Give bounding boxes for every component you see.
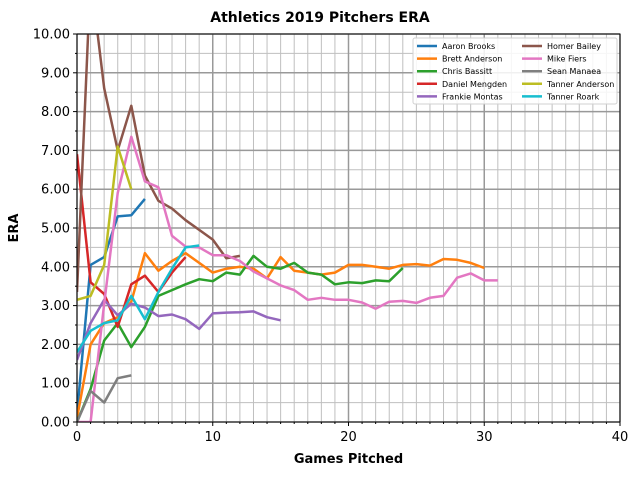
y-tick-label: 1.00 — [41, 377, 70, 392]
x-tick-label: 30 — [476, 430, 493, 445]
series-line-homer-bailey — [77, 34, 241, 293]
y-tick-label: 5.00 — [41, 222, 70, 237]
x-tick-label: 10 — [204, 430, 221, 445]
legend-label: Homer Bailey — [547, 42, 601, 51]
y-tick-label: 8.00 — [41, 105, 70, 120]
legend-label: Brett Anderson — [442, 55, 502, 64]
legend-box — [412, 37, 618, 105]
legend-label: Daniel Mengden — [442, 80, 507, 89]
legend-label: Chris Bassitt — [442, 67, 492, 76]
legend-item: Tanner Roark — [522, 92, 600, 101]
y-tick-label: 2.00 — [41, 338, 70, 353]
legend-item: Aaron Brooks — [417, 42, 495, 51]
legend-label: Tanner Roark — [546, 92, 600, 101]
y-tick-label: 9.00 — [41, 66, 70, 81]
y-tick-label: 3.00 — [41, 299, 70, 314]
x-axis-label: Games Pitched — [294, 452, 403, 467]
y-tick-label: 7.00 — [41, 144, 70, 159]
y-axis-label: ERA — [7, 214, 22, 243]
legend-item: Mike Fiers — [522, 55, 587, 64]
legend-item: Chris Bassitt — [417, 67, 492, 76]
legend-item: Daniel Mengden — [417, 80, 507, 89]
legend-label: Sean Manaea — [547, 67, 601, 76]
legend-item: Homer Bailey — [522, 42, 601, 51]
y-tick-label: 4.00 — [41, 260, 70, 275]
y-tick-label: 10.00 — [33, 28, 70, 43]
series-lines — [77, 34, 498, 422]
x-tick-label: 20 — [340, 430, 357, 445]
series-line-mike-fiers — [77, 135, 498, 422]
legend-label: Mike Fiers — [547, 55, 587, 64]
legend-item: Tanner Anderson — [522, 80, 614, 89]
y-tick-label: 0.00 — [41, 416, 70, 431]
series-line-brett-anderson — [77, 251, 485, 419]
grid — [76, 33, 621, 423]
legend-item: Sean Manaea — [522, 67, 601, 76]
series-line-tanner-anderson — [77, 145, 133, 302]
series-line-chris-bassitt — [77, 254, 404, 422]
legend-item: Brett Anderson — [417, 55, 502, 64]
y-tick-label: 6.00 — [41, 183, 70, 198]
legend-label: Frankie Montas — [442, 92, 503, 101]
legend: Aaron Brooks Brett Anderson Chris Bassitt D… — [412, 37, 618, 105]
x-tick-label: 0 — [73, 430, 81, 445]
legend-label: Aaron Brooks — [442, 42, 495, 51]
series-line-tanner-roark — [77, 244, 200, 353]
series-line-sean-manaea — [77, 374, 132, 422]
x-tick-label: 40 — [612, 430, 629, 445]
legend-item: Frankie Montas — [417, 92, 503, 101]
series-line-aaron-brooks — [77, 198, 146, 415]
axes: 0 10 20 30 40 0.00 1.00 2.00 3.00 4.00 5.00 6.00 7.0… — [33, 28, 628, 446]
chart-title: Athletics 2019 Pitchers ERA — [210, 10, 430, 26]
series-line-frankie-montas — [77, 298, 281, 361]
legend-label: Tanner Anderson — [546, 80, 614, 89]
